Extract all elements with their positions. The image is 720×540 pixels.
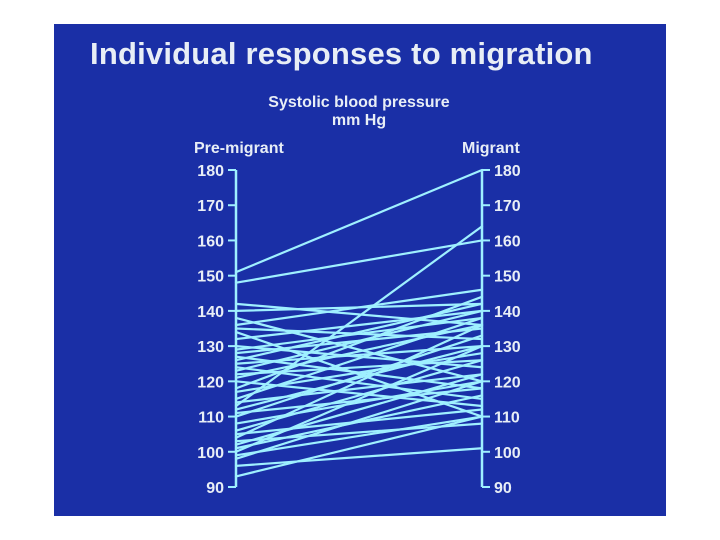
response-line <box>234 394 484 450</box>
response-line <box>234 415 484 478</box>
response-line <box>234 168 484 274</box>
left-tick-label: 170 <box>197 198 224 215</box>
response-line <box>234 334 484 418</box>
response-line <box>234 447 484 467</box>
left-tick-label: 140 <box>197 304 224 321</box>
left-tick-label: 180 <box>197 163 224 180</box>
response-line <box>234 225 484 408</box>
right-tick-label: 160 <box>494 233 521 250</box>
chart-subtitle: Systolic blood pressure mm Hg <box>244 94 474 130</box>
response-line <box>234 415 484 457</box>
response-line <box>234 316 484 351</box>
slide-background: Individual responses to migration Systol… <box>54 24 666 516</box>
response-line <box>234 323 484 439</box>
response-line <box>234 316 484 383</box>
response-line <box>234 323 484 379</box>
left-tick-label: 130 <box>197 339 224 356</box>
response-line <box>234 345 484 453</box>
axes-group: Pre-migrant Migrant 180 180 170 170 160 160 150 1… <box>194 140 521 497</box>
response-line <box>234 387 484 415</box>
response-line <box>234 380 484 425</box>
response-line <box>234 295 484 390</box>
right-tick-label: 120 <box>494 374 521 391</box>
left-tick-label: 150 <box>197 269 224 286</box>
right-tick-label: 170 <box>494 198 521 215</box>
chart-title: Individual responses to migration <box>90 36 593 71</box>
subtitle-line-2: mm Hg <box>331 112 387 129</box>
migrant-axis-label: Migrant <box>462 140 520 157</box>
right-tick-label: 110 <box>494 410 520 427</box>
right-tick-label: 100 <box>494 445 521 462</box>
response-line <box>234 302 484 362</box>
series-lines <box>234 168 484 478</box>
right-tick-label: 130 <box>494 339 521 356</box>
right-tick-label: 90 <box>494 480 512 497</box>
left-tick-label: 90 <box>206 480 224 497</box>
response-line <box>234 345 484 411</box>
response-line <box>234 309 484 341</box>
response-line <box>234 309 484 372</box>
pre-migrant-axis-label: Pre-migrant <box>194 140 284 157</box>
left-tick-label: 100 <box>197 445 224 462</box>
right-tick-label: 180 <box>494 163 521 180</box>
subtitle-line-1: Systolic blood pressure <box>268 94 450 111</box>
left-tick-label: 160 <box>197 233 224 250</box>
response-line <box>234 316 484 401</box>
right-tick-label: 150 <box>494 269 521 286</box>
right-tick-label: 140 <box>494 304 521 321</box>
chart-svg: Pre-migrant Migrant 180 180 170 170 160 160 150 1… <box>194 140 521 497</box>
response-line <box>234 380 484 460</box>
response-line <box>234 239 484 284</box>
left-tick-label: 120 <box>197 374 224 391</box>
left-tick-label: 110 <box>198 410 224 427</box>
response-line <box>234 288 484 327</box>
response-line <box>234 373 484 404</box>
